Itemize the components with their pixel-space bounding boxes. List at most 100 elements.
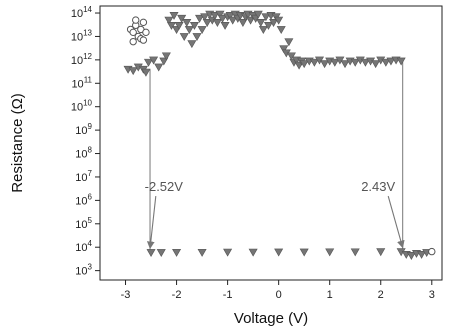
triangle-down-marker (212, 19, 222, 27)
triangle-down-marker (149, 56, 159, 65)
triangle-down-marker (371, 60, 381, 69)
open-circle-marker (428, 247, 436, 256)
triangle-down-marker (309, 58, 319, 67)
annotation-arrow (146, 195, 157, 250)
triangle-down-marker (325, 248, 335, 257)
markers-layer (123, 10, 436, 260)
triangle-down-marker (161, 52, 171, 61)
y-tick-label: 1011 (71, 75, 92, 90)
x-tick-label: -1 (223, 289, 233, 301)
triangle-down-marker (286, 52, 296, 61)
triangle-down-marker (169, 11, 179, 20)
triangle-down-marker (189, 21, 199, 30)
triangle-down-marker (376, 248, 386, 257)
open-circle-marker (129, 37, 137, 46)
triangle-down-marker (406, 252, 416, 260)
x-axis: -3 -2 -1 0 1 2 3 (121, 280, 435, 301)
triangle-down-marker (217, 14, 228, 23)
x-tick-label: 0 (276, 289, 282, 301)
triangle-down-marker (164, 16, 174, 25)
y-tick-label: 108 (75, 146, 92, 161)
triangle-down-marker (340, 60, 350, 69)
voltage-annotation-label: 2.43V (361, 179, 395, 194)
triangle-down-marker (202, 19, 212, 27)
y-tick-label: 104 (75, 239, 92, 254)
triangle-down-marker (350, 248, 360, 257)
open-circle-marker (139, 18, 148, 27)
triangle-down-marker (187, 40, 197, 49)
triangle-down-marker (256, 19, 266, 27)
triangle-down-marker (143, 58, 154, 67)
plot-frame (99, 5, 443, 281)
y-axis-title: Resistance (Ω) (9, 93, 26, 193)
open-circle-marker (129, 28, 137, 37)
triangle-down-marker (274, 16, 284, 25)
triangle-down-marker (396, 57, 406, 66)
triangle-down-marker (225, 11, 235, 20)
y-tick-label: 107 (75, 169, 92, 184)
triangle-down-marker (386, 57, 396, 66)
triangle-down-marker (299, 60, 309, 69)
open-circle-marker (132, 16, 140, 24)
triangle-down-marker (197, 26, 207, 34)
triangle-down-marker (360, 58, 370, 67)
triangle-down-marker (128, 67, 138, 76)
triangle-down-marker (146, 249, 156, 258)
triangle-down-marker (215, 10, 225, 19)
triangle-down-marker (154, 63, 164, 72)
annotation-arrow (387, 195, 405, 249)
y-axis: 103 104 105 106 107 108 109 1010 1011 1012 1013 101… (71, 5, 100, 278)
x-tick-label: 3 (429, 289, 435, 301)
triangle-down-marker (220, 21, 230, 30)
y-tick-label: 106 (75, 192, 92, 207)
triangle-down-marker (200, 13, 210, 22)
triangle-down-marker (156, 249, 166, 258)
x-axis-title: Voltage (V) (234, 310, 308, 327)
x-tick-label: -3 (121, 289, 131, 301)
y-tick-label: 1013 (71, 28, 93, 43)
triangle-down-marker (159, 57, 169, 66)
triangle-down-marker (228, 16, 238, 25)
triangle-down-marker (166, 21, 176, 30)
y-tick-label: 1012 (71, 52, 93, 67)
annotations-layer: -2.52V 2.43V (145, 179, 405, 250)
triangle-down-marker (238, 19, 248, 27)
y-tick-label: 103 (75, 263, 92, 278)
triangle-down-marker (179, 33, 189, 42)
triangle-down-marker (284, 38, 294, 47)
open-circle-marker (142, 28, 150, 37)
triangle-down-marker (417, 250, 427, 259)
triangle-down-marker (381, 58, 391, 67)
triangle-down-marker (263, 21, 273, 30)
y-tick-label: 109 (75, 122, 92, 137)
triangle-down-marker (174, 21, 184, 30)
voltage-annotation-label: -2.52V (145, 179, 184, 194)
triangle-down-marker (279, 45, 289, 54)
y-tick-label: 105 (75, 216, 92, 231)
triangle-down-marker (350, 58, 360, 67)
triangle-down-marker (192, 33, 202, 42)
triangle-down-marker (184, 26, 194, 34)
x-tick-label: -2 (172, 289, 182, 301)
triangle-down-marker (258, 26, 268, 34)
triangle-down-marker (253, 10, 263, 19)
triangle-down-marker (274, 248, 284, 257)
triangle-down-marker (182, 19, 192, 27)
triangle-down-marker (261, 13, 271, 22)
y-tick-label: 1010 (71, 99, 93, 114)
transitions-layer (149, 60, 404, 253)
triangle-down-marker (141, 68, 151, 77)
triangle-down-marker (276, 26, 286, 34)
triangle-down-marker (223, 248, 233, 257)
x-tick-label: 2 (378, 289, 384, 301)
triangle-down-marker (172, 248, 182, 257)
triangle-down-marker (320, 60, 330, 69)
triangle-down-marker (177, 14, 187, 23)
y-tick-label: 1014 (71, 5, 93, 20)
triangle-down-marker (248, 248, 258, 257)
x-tick-label: 1 (327, 289, 333, 301)
triangle-down-marker (330, 58, 340, 67)
triangle-down-marker (299, 248, 309, 257)
triangle-down-marker (195, 14, 205, 23)
triangle-down-marker (269, 19, 279, 27)
